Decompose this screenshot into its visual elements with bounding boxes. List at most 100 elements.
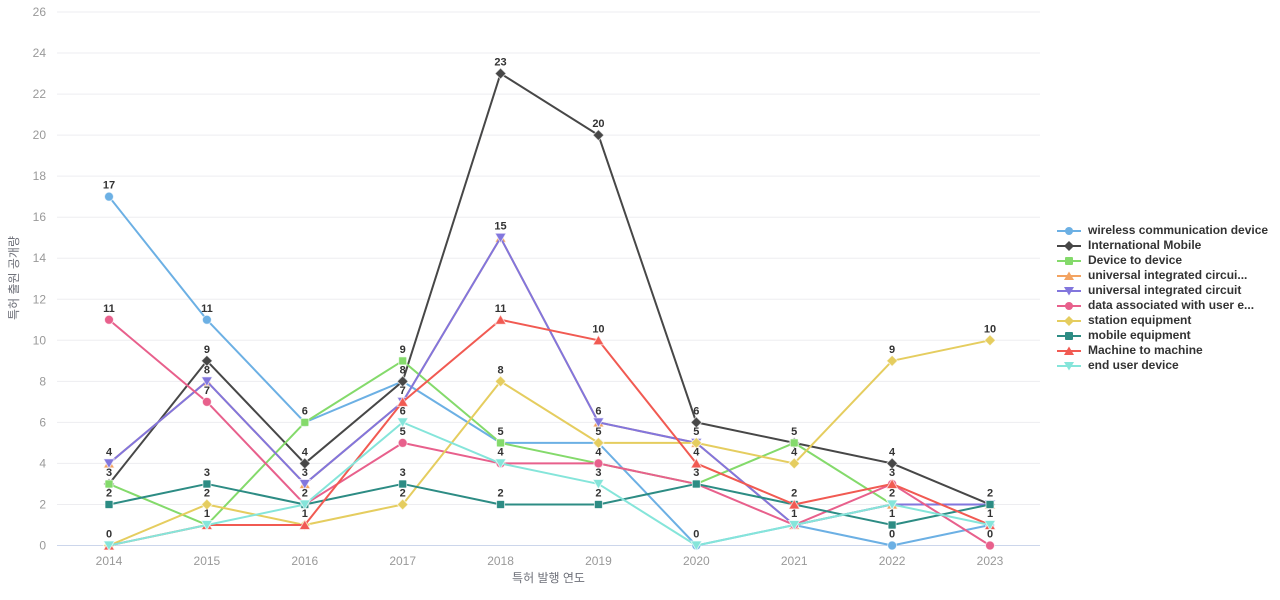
data-point-end-user-device-2018[interactable]	[494, 458, 507, 470]
data-point-international-mobile-2017[interactable]	[396, 375, 409, 388]
data-point-device-to-device-2018[interactable]	[496, 438, 506, 448]
data-point-device-to-device-2021[interactable]	[789, 438, 799, 448]
legend-item-end-user-device[interactable]: end user device	[1056, 358, 1268, 373]
series-line-end-user-device[interactable]	[108, 421, 991, 547]
legend-label: universal integrated circui...	[1088, 268, 1248, 282]
data-point-data-associated-with-user-e-2019[interactable]	[593, 458, 604, 469]
data-point-machine-to-machine-2019[interactable]	[592, 334, 605, 346]
data-point-international-mobile-2016[interactable]	[298, 457, 311, 470]
point-value-label: 3	[693, 467, 699, 479]
series-line-wireless-communication-device[interactable]	[108, 195, 991, 547]
point-value-label: 2	[302, 487, 308, 499]
data-point-station-equipment-2015[interactable]	[200, 498, 214, 511]
data-point-station-equipment-2022[interactable]	[885, 354, 899, 368]
data-point-device-to-device-2014[interactable]	[104, 479, 114, 489]
data-point-mobile-equipment-2019[interactable]	[593, 499, 603, 509]
point-value-label: 6	[595, 405, 601, 417]
data-point-international-mobile-2019[interactable]	[592, 128, 605, 142]
data-point-wireless-communication-device-2015[interactable]	[201, 314, 212, 325]
legend-item-data-associated-with-user-e[interactable]: data associated with user e...	[1056, 298, 1268, 313]
data-point-end-user-device-2015[interactable]	[200, 519, 214, 531]
series-line-machine-to-machine[interactable]	[108, 318, 991, 547]
data-point-end-user-device-2017[interactable]	[396, 417, 410, 429]
data-point-mobile-equipment-2017[interactable]	[398, 479, 408, 489]
data-point-end-user-device-2019[interactable]	[592, 478, 605, 490]
legend-item-device-to-device[interactable]: Device to device	[1056, 253, 1268, 268]
data-point-universal-integrated-circuit-2016[interactable]	[298, 478, 312, 490]
data-point-end-user-device-2022[interactable]	[885, 499, 899, 511]
legend-marker-icon-station-equipment	[1057, 315, 1081, 326]
point-value-label: 2	[106, 487, 112, 499]
data-point-station-equipment-2021[interactable]	[788, 457, 801, 470]
data-point-mobile-equipment-2018[interactable]	[496, 499, 506, 509]
point-value-label: 7	[204, 385, 210, 397]
data-point-universal-integrated-circuit-2014[interactable]	[102, 458, 116, 470]
data-point-universal-integrated-circuit-2019[interactable]	[592, 417, 605, 429]
point-value-label: 5	[595, 426, 601, 438]
data-point-station-equipment-2018[interactable]	[494, 375, 507, 388]
data-point-machine-to-machine-2021[interactable]	[787, 498, 801, 510]
data-point-device-to-device-2016[interactable]	[300, 417, 310, 427]
legend-item-universal-integrated-circui[interactable]: universal integrated circui...	[1056, 268, 1268, 283]
data-point-station-equipment-2020[interactable]	[690, 436, 703, 450]
y-tick-label: 16	[33, 210, 47, 224]
data-point-machine-to-machine-2018[interactable]	[494, 313, 507, 325]
series-line-device-to-device[interactable]	[108, 359, 991, 526]
legend-item-machine-to-machine[interactable]: Machine to machine	[1056, 343, 1268, 358]
legend-item-universal-integrated-circuit[interactable]: universal integrated circuit	[1056, 283, 1268, 298]
data-point-machine-to-machine-2022[interactable]	[885, 477, 899, 489]
series-line-international-mobile[interactable]	[108, 72, 991, 506]
legend-label: data associated with user e...	[1088, 298, 1255, 312]
data-point-international-mobile-2018[interactable]	[494, 67, 507, 80]
data-point-data-associated-with-user-e-2014[interactable]	[104, 314, 114, 325]
point-value-label: 23	[494, 57, 506, 69]
data-point-international-mobile-2020[interactable]	[690, 416, 703, 429]
point-value-label: 17	[103, 180, 115, 192]
data-point-end-user-device-2021[interactable]	[787, 519, 801, 531]
data-point-mobile-equipment-2015[interactable]	[202, 479, 212, 489]
data-point-machine-to-machine-2020[interactable]	[689, 457, 703, 469]
data-point-end-user-device-2020[interactable]	[689, 540, 703, 552]
data-point-machine-to-machine-2017[interactable]	[396, 395, 410, 407]
point-value-label: 2	[791, 487, 797, 499]
data-point-data-associated-with-user-e-2017[interactable]	[397, 437, 408, 448]
data-point-end-user-device-2016[interactable]	[298, 499, 312, 511]
legend-item-station-equipment[interactable]: station equipment	[1056, 313, 1268, 328]
data-point-mobile-equipment-2023[interactable]	[985, 499, 995, 509]
data-point-machine-to-machine-2016[interactable]	[298, 518, 312, 530]
data-point-data-associated-with-user-e-2015[interactable]	[201, 396, 212, 407]
data-point-universal-integrated-circuit-2018[interactable]	[494, 232, 507, 244]
data-point-device-to-device-2017[interactable]	[398, 356, 408, 366]
series-line-data-associated-with-user-e[interactable]	[108, 318, 991, 547]
point-value-label: 8	[497, 364, 503, 376]
point-value-label: 20	[592, 118, 604, 130]
data-point-wireless-communication-device-2022[interactable]	[887, 540, 898, 551]
point-value-label: 5	[400, 426, 406, 438]
data-point-end-user-device-2014[interactable]	[102, 540, 116, 552]
point-value-label: 10	[984, 323, 996, 335]
data-point-station-equipment-2019[interactable]	[592, 436, 605, 450]
data-point-international-mobile-2022[interactable]	[885, 457, 899, 470]
data-point-mobile-equipment-2020[interactable]	[691, 479, 701, 489]
point-value-label: 8	[400, 364, 406, 376]
data-point-station-equipment-2023[interactable]	[983, 334, 997, 347]
legend-marker-icon-machine-to-machine	[1057, 346, 1081, 355]
data-point-end-user-device-2023[interactable]	[983, 519, 997, 531]
point-value-label: 6	[302, 405, 308, 417]
y-tick-label: 24	[33, 46, 47, 60]
data-point-data-associated-with-user-e-2023[interactable]	[985, 540, 995, 551]
data-point-universal-integrated-circuit-2015[interactable]	[200, 376, 214, 388]
legend-item-mobile-equipment[interactable]: mobile equipment	[1056, 328, 1268, 343]
point-value-label: 1	[889, 508, 895, 520]
legend-item-wireless-communication-device[interactable]: wireless communication device	[1056, 223, 1268, 238]
point-value-label: 4	[693, 446, 700, 458]
legend-item-international-mobile[interactable]: International Mobile	[1056, 238, 1268, 253]
data-point-mobile-equipment-2022[interactable]	[887, 520, 897, 530]
data-point-mobile-equipment-2014[interactable]	[104, 499, 114, 509]
data-point-wireless-communication-device-2014[interactable]	[104, 191, 114, 202]
data-point-station-equipment-2017[interactable]	[396, 498, 409, 511]
data-point-international-mobile-2015[interactable]	[200, 354, 214, 368]
point-value-label: 9	[889, 344, 895, 356]
x-tick-label: 2017	[389, 554, 416, 568]
